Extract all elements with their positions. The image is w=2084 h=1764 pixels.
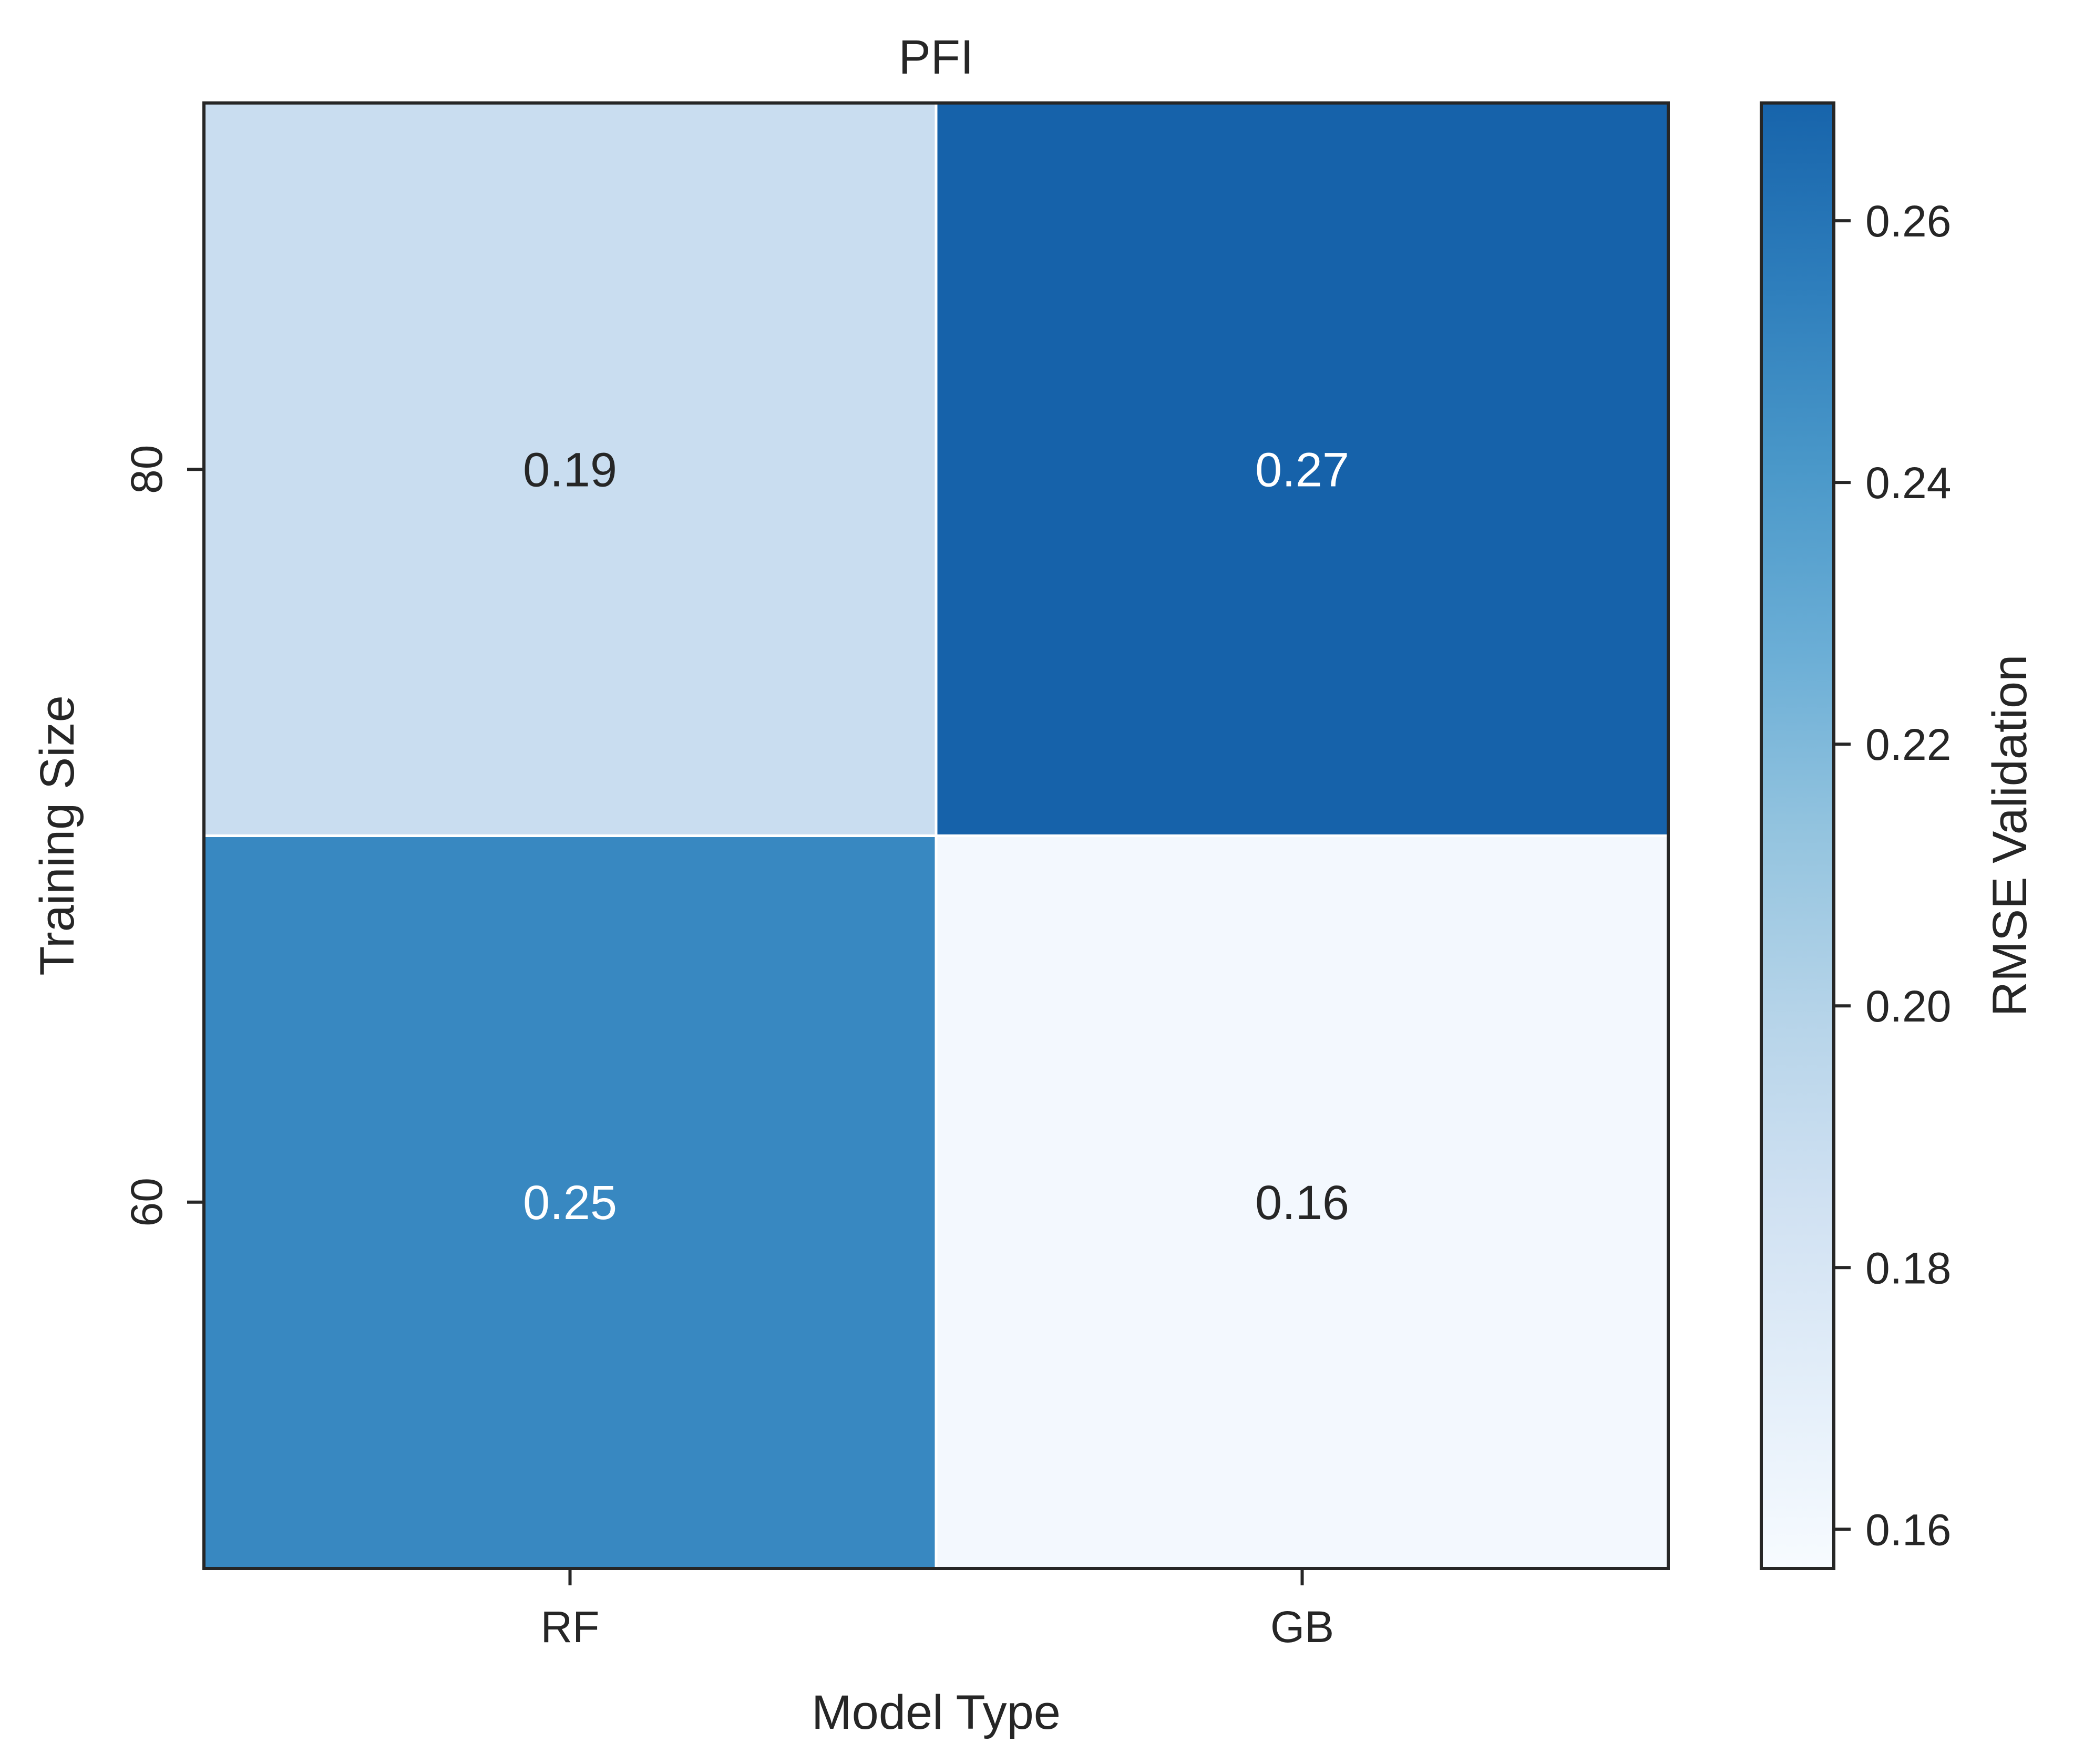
colorbar-label: RMSE Validation — [1983, 655, 2037, 1017]
cell-value-label: 0.16 — [1255, 1176, 1349, 1230]
x-axis-ticks: RF GB — [541, 1569, 1334, 1652]
heatmap-cell — [935, 834, 1670, 1570]
heatmap-cell-labels: 0.19 0.27 0.25 0.16 — [523, 443, 1349, 1230]
cell-value-label: 0.19 — [523, 443, 617, 497]
colorbar-tick-label: 0.24 — [1865, 458, 1952, 508]
heatmap-cells — [202, 101, 1670, 1570]
colorbar — [1761, 103, 1834, 1569]
y-axis-ticks: 80 60 — [122, 445, 204, 1226]
x-tick-label: GB — [1270, 1602, 1334, 1652]
chart-title: PFI — [898, 30, 973, 84]
y-tick-label: 80 — [122, 445, 171, 494]
colorbar-tick-label: 0.16 — [1865, 1505, 1952, 1554]
colorbar-ticks: 0.16 0.18 0.20 0.22 0.24 0.26 — [1834, 197, 1952, 1554]
y-axis-label: Training Size — [30, 695, 84, 976]
colorbar-tick-label: 0.26 — [1865, 197, 1952, 246]
cell-value-label: 0.27 — [1255, 443, 1349, 497]
heatmap-cell — [202, 834, 938, 1570]
heatmap-cell — [202, 101, 938, 837]
cell-value-label: 0.25 — [523, 1176, 617, 1230]
x-tick-label: RF — [541, 1602, 600, 1652]
colorbar-frame — [1760, 101, 1835, 1570]
x-axis-label: Model Type — [812, 1686, 1061, 1739]
plot-frame — [202, 101, 1670, 1570]
colorbar-tick-label: 0.18 — [1865, 1243, 1952, 1293]
colorbar-tick-label: 0.20 — [1865, 982, 1952, 1031]
y-tick-label: 60 — [122, 1178, 171, 1226]
colorbar-tick-label: 0.22 — [1865, 720, 1952, 769]
